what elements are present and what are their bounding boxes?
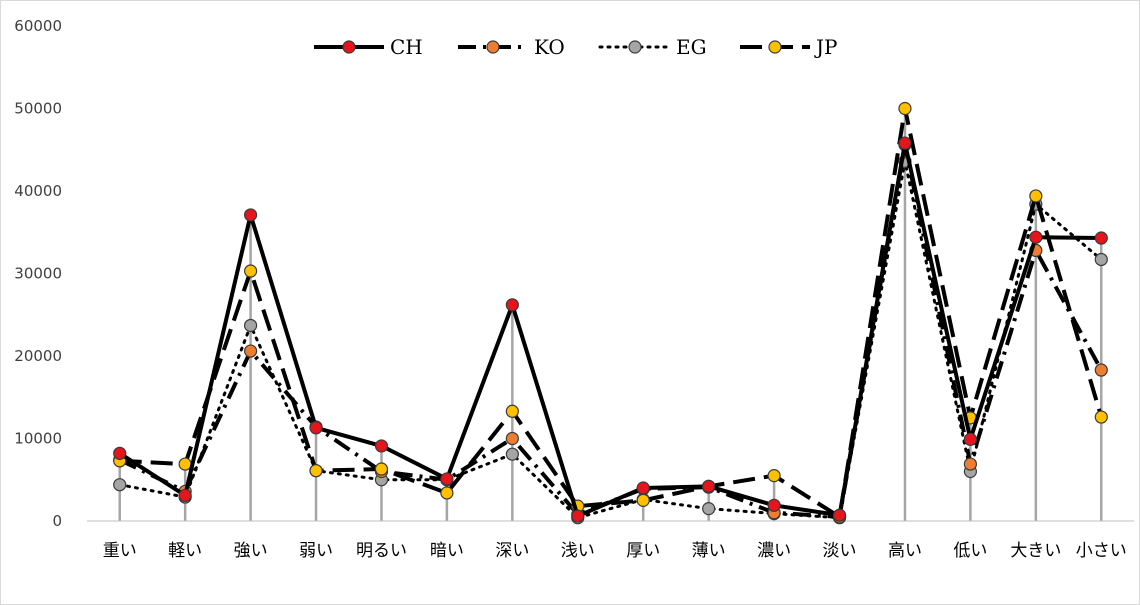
data-point: [898, 136, 912, 150]
data-point: [440, 486, 454, 500]
x-tick-label: 重い: [103, 541, 137, 561]
y-tick-label: 20000: [14, 347, 62, 365]
data-point: [178, 488, 192, 503]
series-lines: [113, 101, 1108, 525]
legend-label: KO: [534, 35, 565, 59]
legend: CH KO EG JP: [314, 35, 837, 59]
series-line: [118, 159, 1103, 520]
legend-item-jp: JP: [740, 35, 837, 59]
data-point: [178, 457, 192, 471]
data-point: [898, 101, 912, 116]
data-point: [636, 493, 650, 507]
x-tick-label: 濃い: [757, 541, 791, 561]
data-point: [505, 404, 519, 418]
x-tick-label: 薄い: [692, 541, 726, 561]
x-tick-label: 高い: [888, 541, 922, 561]
legend-item-ch: CH: [314, 35, 423, 59]
y-tick-label: 60000: [14, 17, 62, 35]
data-point: [243, 318, 258, 333]
data-point: [243, 344, 258, 358]
y-tick-label: 50000: [14, 100, 62, 118]
x-tick-label: 大きい: [1010, 541, 1061, 561]
x-tick-label: 淡い: [823, 541, 857, 561]
data-point: [1094, 410, 1108, 424]
data-point: [505, 298, 519, 312]
data-point: [505, 447, 519, 461]
data-point: [571, 509, 585, 523]
y-tick-label: 0: [52, 512, 62, 530]
data-point: [1094, 231, 1108, 245]
data-point: [636, 481, 650, 495]
x-tick-label: 軽い: [168, 541, 202, 561]
data-point: [767, 498, 781, 512]
series-line: [119, 106, 1104, 519]
legend-label: EG: [676, 35, 707, 59]
x-tick-label: 小さい: [1076, 541, 1127, 561]
x-tick-label: 明るい: [356, 541, 407, 561]
data-point: [702, 479, 716, 493]
legend-label: CH: [390, 35, 423, 59]
x-tick-label: 低い: [953, 541, 987, 561]
data-point: [767, 469, 781, 483]
series-line: [118, 142, 1104, 519]
legend-marker: [342, 40, 356, 54]
y-axis: 0 10000 20000 30000 40000 50000 60000: [14, 17, 62, 530]
y-tick-label: 10000: [14, 430, 62, 448]
legend-label: JP: [814, 35, 837, 59]
data-point: [309, 464, 323, 478]
series-line: [118, 141, 1102, 519]
data-point: [963, 432, 978, 446]
y-tick-label: 40000: [14, 182, 62, 200]
data-point: [1029, 189, 1043, 203]
data-point: [243, 264, 258, 278]
data-point: [832, 508, 847, 522]
data-point: [309, 421, 323, 435]
legend-marker: [628, 40, 642, 54]
data-point: [963, 457, 978, 471]
data-point: [374, 439, 389, 453]
x-axis: 重い 軽い 強い 弱い 明るい 暗い 深い 浅い 厚い 薄い 濃い 淡い 高い 低い 大きい 小さい: [103, 541, 1127, 561]
data-point: [374, 462, 389, 476]
x-tick-label: 強い: [234, 541, 268, 561]
x-tick-label: 深い: [495, 541, 529, 561]
y-tick-label: 30000: [14, 265, 62, 283]
x-tick-label: 厚い: [626, 541, 660, 561]
x-tick-label: 暗い: [430, 541, 464, 561]
data-point: [702, 502, 716, 516]
data-point: [440, 472, 454, 486]
x-tick-label: 浅い: [561, 541, 595, 561]
legend-item-ko: KO: [458, 35, 565, 59]
data-point: [113, 478, 127, 492]
data-point: [243, 208, 258, 222]
legend-marker: [768, 40, 782, 54]
series-ch: [113, 136, 1108, 523]
data-point: [1094, 252, 1108, 267]
data-point: [113, 446, 127, 460]
x-tick-label: 弱い: [299, 541, 333, 561]
series-jp: [113, 101, 1108, 524]
legend-item-eg: EG: [598, 35, 707, 59]
data-point: [1029, 230, 1043, 244]
data-point: [1094, 363, 1108, 377]
data-point: [505, 431, 519, 446]
legend-marker: [486, 40, 500, 54]
